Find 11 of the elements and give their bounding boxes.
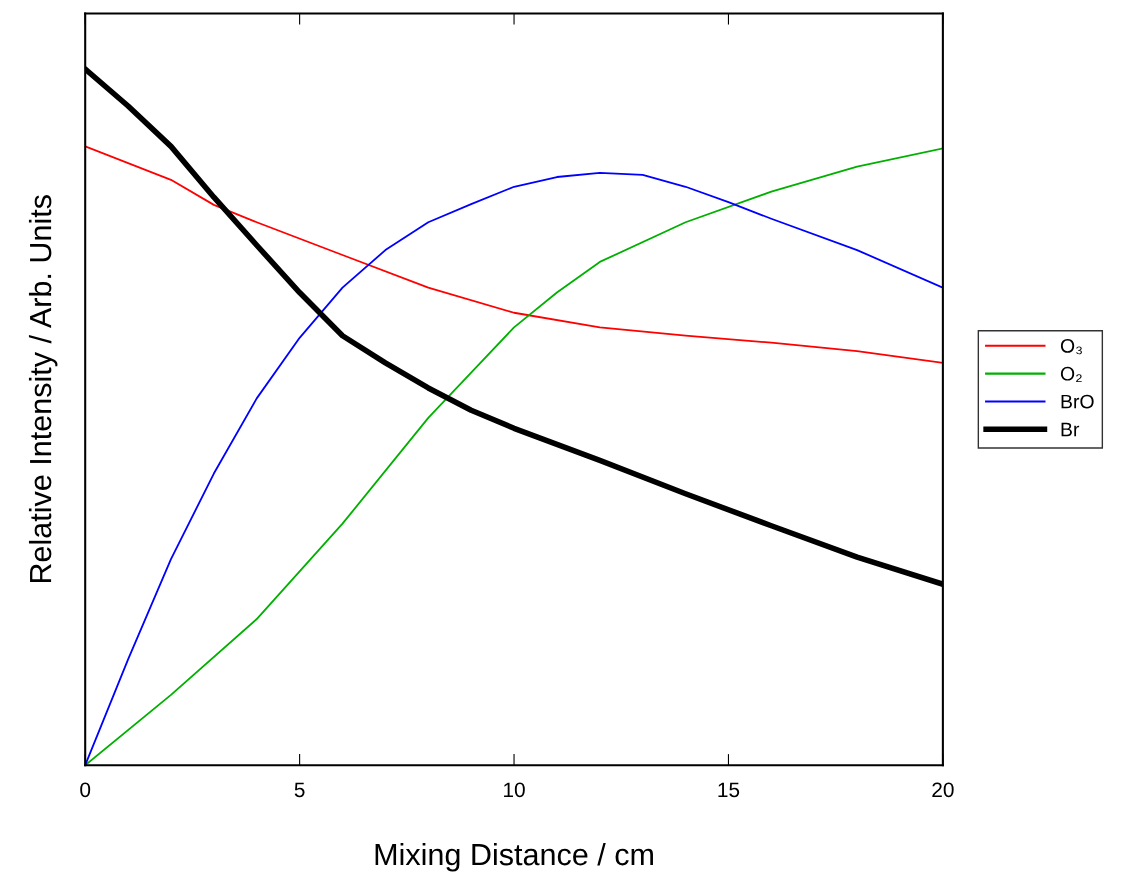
x-tick-label: 20: [932, 782, 954, 798]
x-tick-label: 0: [80, 782, 91, 798]
y-axis-title: Relative Intensity / Arb. Units: [28, 195, 58, 583]
legend-label: Br: [1061, 422, 1080, 437]
legend-label: O₂: [1060, 366, 1082, 383]
x-tick-label: 15: [718, 782, 740, 798]
x-axis-title: Mixing Distance / cm: [375, 842, 653, 872]
x-tick-label: 5: [294, 782, 305, 798]
legend-label: BrO: [1061, 394, 1094, 409]
x-tick-label: 10: [504, 782, 525, 798]
legend-label: O₃: [1060, 339, 1082, 355]
